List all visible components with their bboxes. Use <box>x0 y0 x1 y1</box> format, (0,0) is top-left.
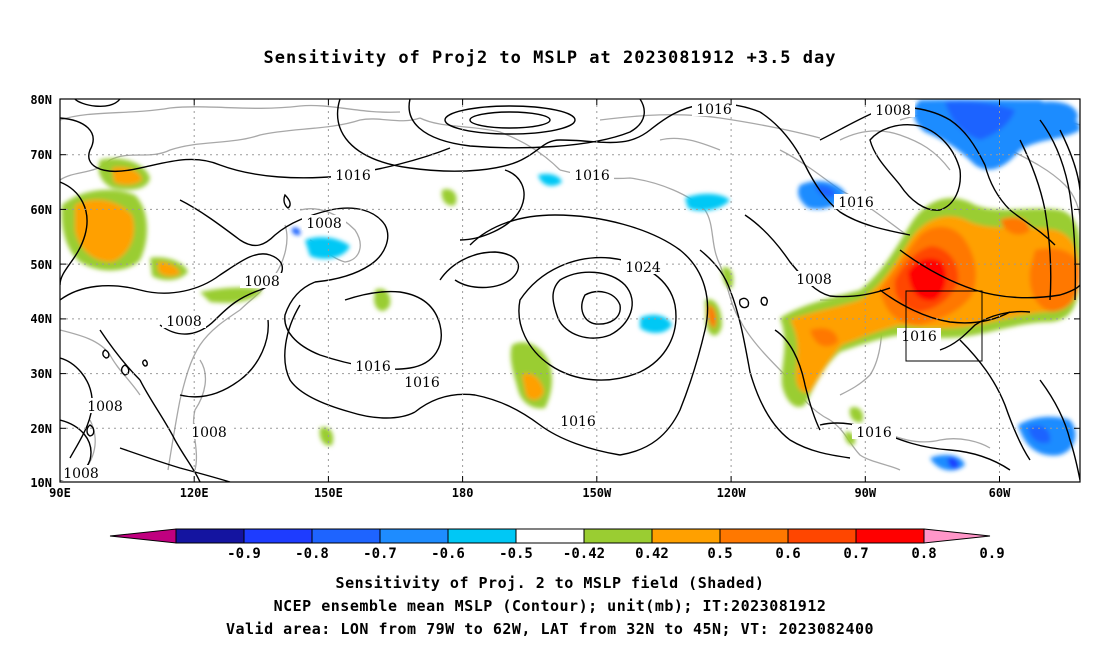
mslp-contours <box>60 99 1080 482</box>
contour-label: 1008 <box>63 466 99 482</box>
contour-label: 1024 <box>625 260 661 276</box>
contour-label: 1008 <box>191 425 227 441</box>
contour-label: 1008 <box>306 216 342 232</box>
lat-label: 40N <box>30 312 52 326</box>
colorbar-tick-label: -0.8 <box>295 546 329 562</box>
contour-label: 1008 <box>796 272 832 288</box>
colorbar-swatch <box>175 528 245 544</box>
colorbar-tick-label: -0.42 <box>563 546 605 562</box>
colorbar-swatch <box>243 528 313 544</box>
colorbar-right-arrow <box>923 528 991 544</box>
colorbar-swatch <box>379 528 449 544</box>
lon-label: 180 <box>452 486 474 500</box>
lat-label: 80N <box>30 93 52 107</box>
lat-label: 30N <box>30 367 52 381</box>
lon-label: 150W <box>582 486 612 500</box>
colorbar-tick-label: 0.8 <box>911 546 936 562</box>
colorbar-tick-label: -0.6 <box>431 546 465 562</box>
contour-label: 1008 <box>87 399 123 415</box>
colorbar-swatch <box>583 528 653 544</box>
lon-label: 120E <box>180 486 209 500</box>
colorbar-tick-label: -0.5 <box>499 546 533 562</box>
plot-frame <box>59 98 1081 483</box>
colorbar-tick-label: 0.42 <box>635 546 669 562</box>
contour-label: 1016 <box>856 425 892 441</box>
lat-label: 70N <box>30 148 52 162</box>
colorbar: -0.9 -0.8 -0.7 -0.6 -0.5 -0.42 0.42 0.5 0.6 0.7 0.… <box>109 528 1005 562</box>
lat-label: 50N <box>30 258 52 272</box>
colorbar-tick-label: 0.7 <box>843 546 868 562</box>
contour-label: 1016 <box>335 168 371 184</box>
lon-label: 60W <box>989 486 1011 500</box>
latitude-labels: 80N 70N 60N 50N 40N 30N 20N 10N <box>30 93 52 490</box>
contour-label: 1016 <box>560 414 596 430</box>
contour-labels: 1016 1008 1016 1016 1008 1008 1008 1024 … <box>60 101 941 482</box>
contour-label: 1008 <box>875 103 911 119</box>
colorbar-tick-label: 0.5 <box>707 546 732 562</box>
contour-label: 1016 <box>355 359 391 375</box>
colorbar-swatch <box>447 528 517 544</box>
lon-label: 120W <box>717 486 747 500</box>
lat-label: 60N <box>30 203 52 217</box>
colorbar-swatch <box>311 528 381 544</box>
footer-line-3: Valid area: LON from 79W to 62W, LAT fro… <box>225 620 875 638</box>
longitude-labels: 90E 120E 150E 180 150W 120W 90W 60W <box>49 486 1011 500</box>
colorbar-tick-label: -0.9 <box>227 546 261 562</box>
lat-label: 20N <box>30 422 52 436</box>
contour-label: 1016 <box>574 168 610 184</box>
contour-label: 1008 <box>166 314 202 330</box>
lon-label: 150E <box>314 486 343 500</box>
contour-label: 1016 <box>696 102 732 118</box>
colorbar-tick-label: -0.7 <box>363 546 397 562</box>
tick-marks <box>60 98 1080 482</box>
colorbar-swatch <box>515 528 585 544</box>
contour-label: 1016 <box>901 329 937 345</box>
chart-title: Sensitivity of Proj2 to MSLP at 20230819… <box>263 48 837 68</box>
footer-line-2: NCEP ensemble mean MSLP (Contour); unit(… <box>273 597 827 615</box>
colorbar-swatch <box>651 528 721 544</box>
lon-label: 90E <box>49 486 71 500</box>
contour-label: 1008 <box>244 274 280 290</box>
colorbar-tick-label: 0.6 <box>775 546 800 562</box>
colorbar-swatch <box>787 528 857 544</box>
colorbar-swatch <box>855 528 925 544</box>
lat-label: 10N <box>30 476 52 490</box>
colorbar-swatch <box>719 528 789 544</box>
lon-label: 90W <box>854 486 876 500</box>
colorbar-tick-label: 0.9 <box>979 546 1004 562</box>
footer-line-1: Sensitivity of Proj. 2 to MSLP field (Sh… <box>335 574 765 592</box>
colorbar-left-arrow <box>109 528 177 544</box>
map-plot-area: 1016 1008 1016 1016 1008 1008 1008 1024 … <box>60 99 1080 482</box>
contour-label: 1016 <box>838 195 874 211</box>
contour-label: 1016 <box>404 375 440 391</box>
valid-area-box <box>905 290 983 362</box>
